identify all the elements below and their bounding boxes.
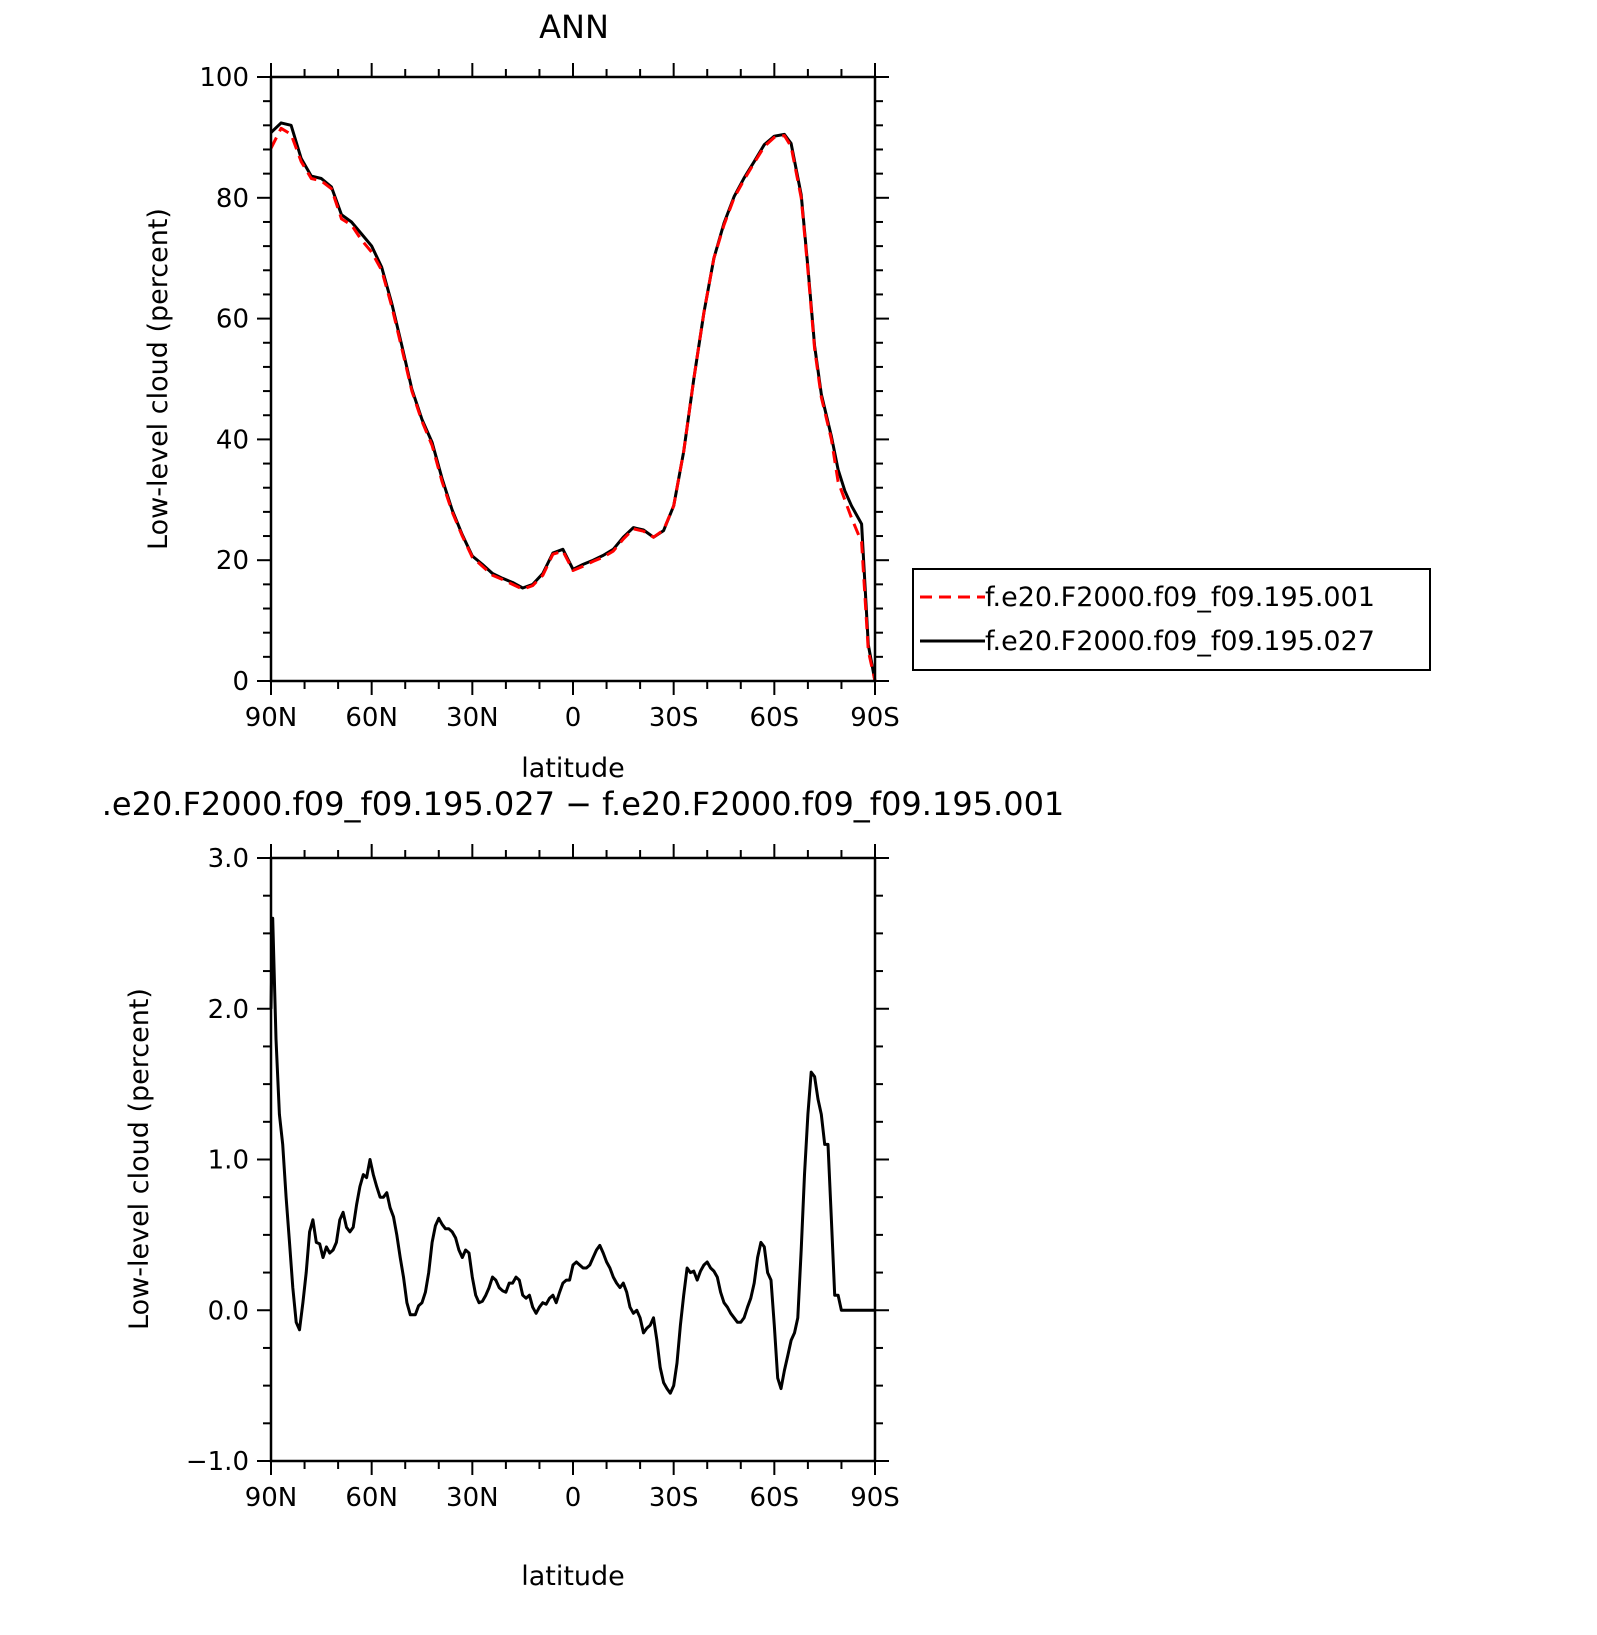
y-tick-label: 80 (216, 184, 249, 214)
x-tick-label: 60N (345, 703, 398, 733)
top-plot-title: ANN (539, 8, 609, 46)
top-panel: ANN 90N 60N 30N 0 30S 60S 90S 0 20 40 60 80 100 lat… (143, 8, 1431, 784)
y-tick-label: −1.0 (186, 1447, 249, 1477)
top-y-axis-title: Low-level cloud (percent) (143, 208, 174, 550)
x-tick-label: 30N (446, 1483, 499, 1513)
x-tick-label: 90S (850, 703, 900, 733)
x-tick-label: 30N (446, 703, 499, 733)
y-tick-label: 20 (216, 546, 249, 576)
y-tick-label: 0 (232, 667, 249, 697)
x-tick-label: 60N (345, 1483, 398, 1513)
y-tick-label: 2.0 (208, 995, 249, 1025)
x-tick-label: 30S (649, 703, 699, 733)
bottom-axes-ticks (257, 844, 889, 1475)
x-tick-label: 60S (750, 703, 800, 733)
top-x-axis-title: latitude (521, 753, 625, 784)
top-series-lines (269, 121, 877, 682)
x-tick-label: 60S (750, 1483, 800, 1513)
bottom-panel: .e20.F2000.f09_f09.195.027 − f.e20.F2000… (102, 785, 1065, 1592)
legend-label-001: f.e20.F2000.f09_f09.195.001 (985, 582, 1375, 613)
x-tick-label: 90N (245, 1483, 298, 1513)
y-tick-label: 3.0 (208, 844, 249, 874)
top-axes-ticks (257, 63, 889, 695)
y-tick-label: 60 (216, 305, 249, 335)
x-tick-label: 0 (565, 1483, 582, 1513)
legend-label-027: f.e20.F2000.f09_f09.195.027 (985, 626, 1375, 657)
legend-box (912, 568, 1431, 671)
bottom-x-tick-labels: 90N 60N 30N 0 30S 60S 90S (245, 1483, 900, 1513)
bottom-series-lines (269, 916, 875, 1395)
y-tick-label: 1.0 (208, 1146, 249, 1176)
x-tick-label: 0 (565, 703, 582, 733)
bottom-x-axis-title: latitude (521, 1561, 625, 1592)
x-tick-label: 30S (649, 1483, 699, 1513)
top-y-tick-labels: 0 20 40 60 80 100 (199, 63, 249, 697)
series-line-1 (269, 121, 877, 682)
series-line-0 (269, 916, 875, 1395)
series-line-0 (269, 126, 877, 682)
bottom-plot-frame (269, 856, 877, 1463)
bottom-y-tick-labels: −1.0 0.0 1.0 2.0 3.0 (186, 844, 249, 1477)
top-plot-frame (269, 75, 877, 683)
x-tick-label: 90N (245, 703, 298, 733)
bottom-y-axis-title: Low-level cloud (percent) (124, 988, 155, 1330)
x-tick-label: 90S (850, 1483, 900, 1513)
legend: f.e20.F2000.f09_f09.195.001 f.e20.F2000.… (912, 568, 1431, 671)
y-tick-label: 40 (216, 425, 249, 455)
y-tick-label: 100 (199, 63, 249, 93)
bottom-plot-title: .e20.F2000.f09_f09.195.027 − f.e20.F2000… (102, 785, 1065, 823)
y-tick-label: 0.0 (208, 1296, 249, 1326)
top-x-tick-labels: 90N 60N 30N 0 30S 60S 90S (245, 703, 900, 733)
